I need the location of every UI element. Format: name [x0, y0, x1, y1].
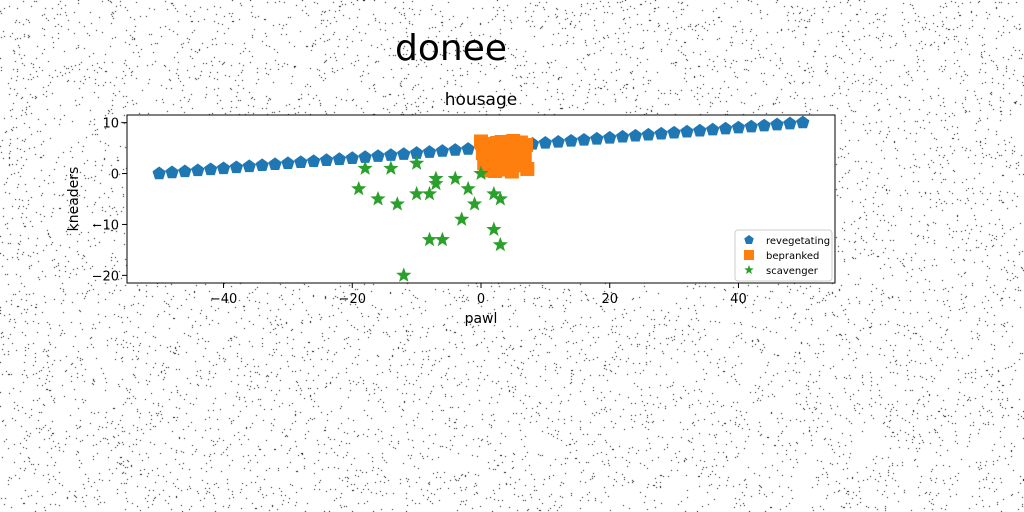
point-revegetating-37 — [628, 128, 643, 142]
point-revegetating-50 — [796, 115, 810, 129]
point-revegetating-36 — [615, 129, 630, 143]
point-scavenger-16 — [492, 191, 508, 206]
x-axis-ticks: −40 −20 0 20 40 — [210, 283, 747, 307]
point-bepranked-25 — [485, 155, 500, 170]
point-revegetating-11 — [294, 155, 308, 169]
legend: revegetating bepranked scavenger — [734, 229, 833, 282]
point-scavenger-10 — [447, 170, 463, 186]
x-axis-label: pawl — [465, 311, 498, 327]
point-revegetating-38 — [641, 127, 655, 141]
point-revegetating-6 — [229, 160, 244, 174]
point-revegetating-33 — [577, 132, 591, 146]
chart-title: housage — [445, 90, 517, 110]
point-revegetating-8 — [255, 158, 269, 172]
point-revegetating-0 — [152, 166, 166, 180]
point-scavenger-17 — [421, 231, 438, 247]
figure-suptitle: donee — [395, 28, 507, 69]
data-marks — [152, 115, 810, 282]
point-scavenger-4 — [370, 191, 386, 206]
point-revegetating-2 — [178, 164, 192, 178]
point-scavenger-20 — [492, 236, 508, 252]
point-scavenger-6 — [409, 185, 425, 201]
x-tick-label: −20 — [339, 292, 366, 307]
y-tick-label: 0 — [111, 168, 119, 183]
point-revegetating-3 — [191, 163, 205, 177]
point-revegetating-41 — [680, 124, 694, 138]
point-revegetating-32 — [564, 133, 578, 147]
point-revegetating-18 — [384, 148, 398, 161]
point-scavenger-15 — [486, 185, 502, 201]
point-revegetating-24 — [461, 142, 475, 155]
y-tick-label: −10 — [92, 218, 119, 233]
point-revegetating-5 — [216, 161, 231, 175]
point-bepranked-15 — [520, 161, 535, 176]
point-bepranked-27 — [498, 148, 513, 163]
point-revegetating-46 — [744, 119, 758, 133]
point-scavenger-0 — [357, 160, 373, 175]
point-revegetating-17 — [371, 149, 385, 162]
point-revegetating-22 — [435, 144, 450, 157]
point-revegetating-30 — [538, 136, 553, 149]
x-tick-label: 0 — [477, 292, 485, 307]
point-revegetating-15 — [345, 151, 359, 164]
point-revegetating-49 — [783, 116, 797, 130]
point-revegetating-9 — [268, 157, 282, 171]
legend-label: scavenger — [766, 266, 819, 277]
point-revegetating-44 — [718, 121, 733, 135]
y-axis-ticks: 10 0 −10 −20 — [92, 117, 127, 284]
point-scavenger-19 — [486, 221, 502, 237]
point-revegetating-45 — [731, 120, 746, 134]
point-bepranked-28 — [504, 164, 519, 179]
point-revegetating-40 — [667, 125, 681, 139]
point-revegetating-14 — [332, 152, 347, 165]
point-revegetating-39 — [654, 126, 668, 140]
point-scavenger-2 — [409, 155, 425, 170]
point-revegetating-42 — [693, 123, 707, 137]
point-revegetating-47 — [757, 118, 771, 132]
point-scavenger-13 — [466, 196, 483, 211]
point-revegetating-7 — [242, 159, 256, 173]
point-revegetating-48 — [770, 117, 784, 131]
point-scavenger-5 — [389, 196, 405, 211]
point-scavenger-1 — [383, 160, 399, 175]
legend-marker-scavenger — [744, 265, 754, 275]
y-tick-label: −20 — [92, 269, 119, 284]
x-tick-label: 20 — [601, 292, 618, 307]
legend-label: bepranked — [766, 251, 819, 262]
point-revegetating-1 — [165, 165, 179, 179]
point-revegetating-12 — [307, 154, 321, 167]
point-revegetating-19 — [397, 147, 411, 160]
point-revegetating-43 — [706, 122, 720, 136]
legend-label: revegetating — [766, 236, 830, 247]
point-scavenger-14 — [454, 211, 470, 226]
point-bepranked-29 — [511, 141, 526, 156]
point-revegetating-34 — [590, 131, 604, 145]
point-revegetating-16 — [358, 150, 372, 163]
point-revegetating-13 — [319, 153, 334, 166]
point-revegetating-31 — [551, 134, 565, 148]
point-scavenger-9 — [428, 175, 444, 191]
legend-marker-bepranked — [744, 250, 754, 260]
point-revegetating-4 — [204, 162, 218, 176]
legend-box — [734, 229, 833, 282]
y-axis-label: kneaders — [66, 167, 82, 232]
point-scavenger-21 — [396, 267, 412, 282]
point-scavenger-3 — [351, 180, 367, 196]
point-revegetating-21 — [422, 145, 437, 158]
point-scavenger-11 — [460, 180, 476, 196]
point-revegetating-35 — [603, 130, 617, 144]
point-scavenger-12 — [473, 165, 489, 181]
point-revegetating-20 — [409, 146, 424, 159]
point-revegetating-23 — [448, 143, 462, 156]
legend-marker-revegetating — [744, 235, 754, 245]
point-scavenger-7 — [421, 185, 438, 201]
point-revegetating-10 — [281, 156, 295, 170]
x-tick-label: 40 — [730, 292, 747, 307]
y-tick-label: 10 — [102, 117, 119, 132]
point-scavenger-18 — [434, 231, 450, 247]
x-tick-label: −40 — [210, 292, 237, 307]
